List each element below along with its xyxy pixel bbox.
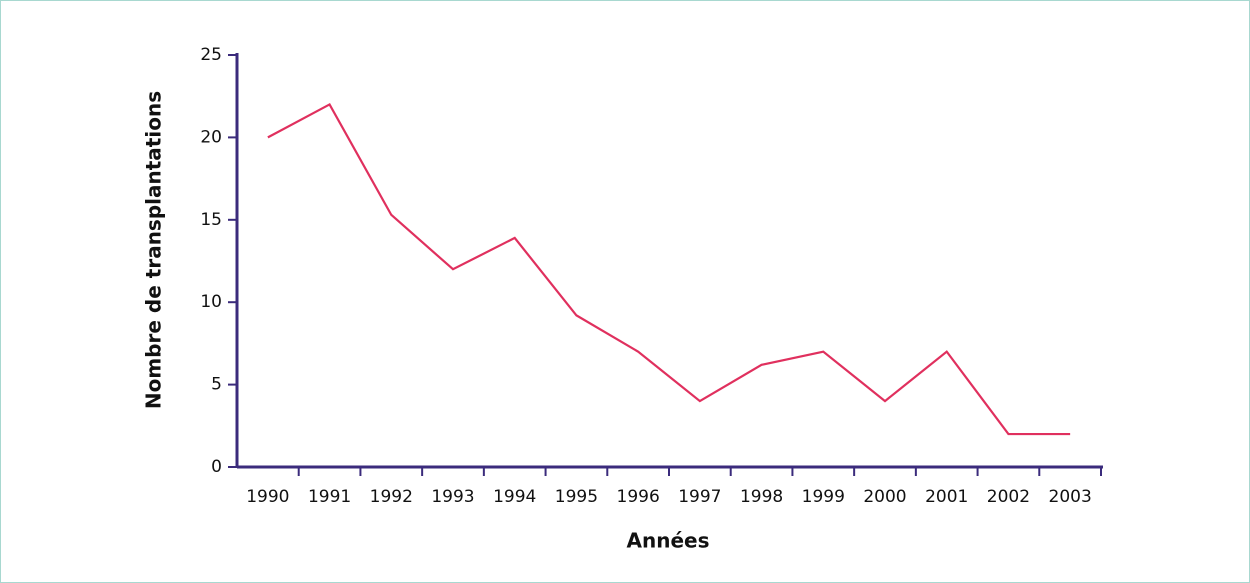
x-tick-label: 2003 [1049,487,1092,507]
y-tick-label: 25 [200,45,222,65]
x-tick-label: 1995 [555,487,598,507]
x-tick-label: 1997 [678,487,721,507]
x-tick-label: 1993 [431,487,474,507]
x-tick-label: 1994 [493,487,536,507]
y-axis-label: Nombre de transplantations [142,91,166,409]
x-tick-label: 1998 [740,487,783,507]
data-line [267,102,1071,436]
x-tick-label: 1992 [370,487,413,507]
x-axis-label: Années [627,529,710,553]
y-tick-label: 0 [211,457,222,477]
y-tick-label: 15 [200,210,222,230]
x-tick-label: 2002 [987,487,1030,507]
x-tick-label: 2001 [925,487,968,507]
x-tick-label: 2000 [863,487,906,507]
x-tick-label: 1990 [246,487,289,507]
x-tick-label: 1991 [308,487,351,507]
x-tick-label: 1996 [617,487,660,507]
y-tick-label: 10 [200,292,222,312]
y-tick-label: 20 [200,127,222,147]
y-tick-label: 5 [211,375,222,395]
x-tick-label: 1999 [802,487,845,507]
